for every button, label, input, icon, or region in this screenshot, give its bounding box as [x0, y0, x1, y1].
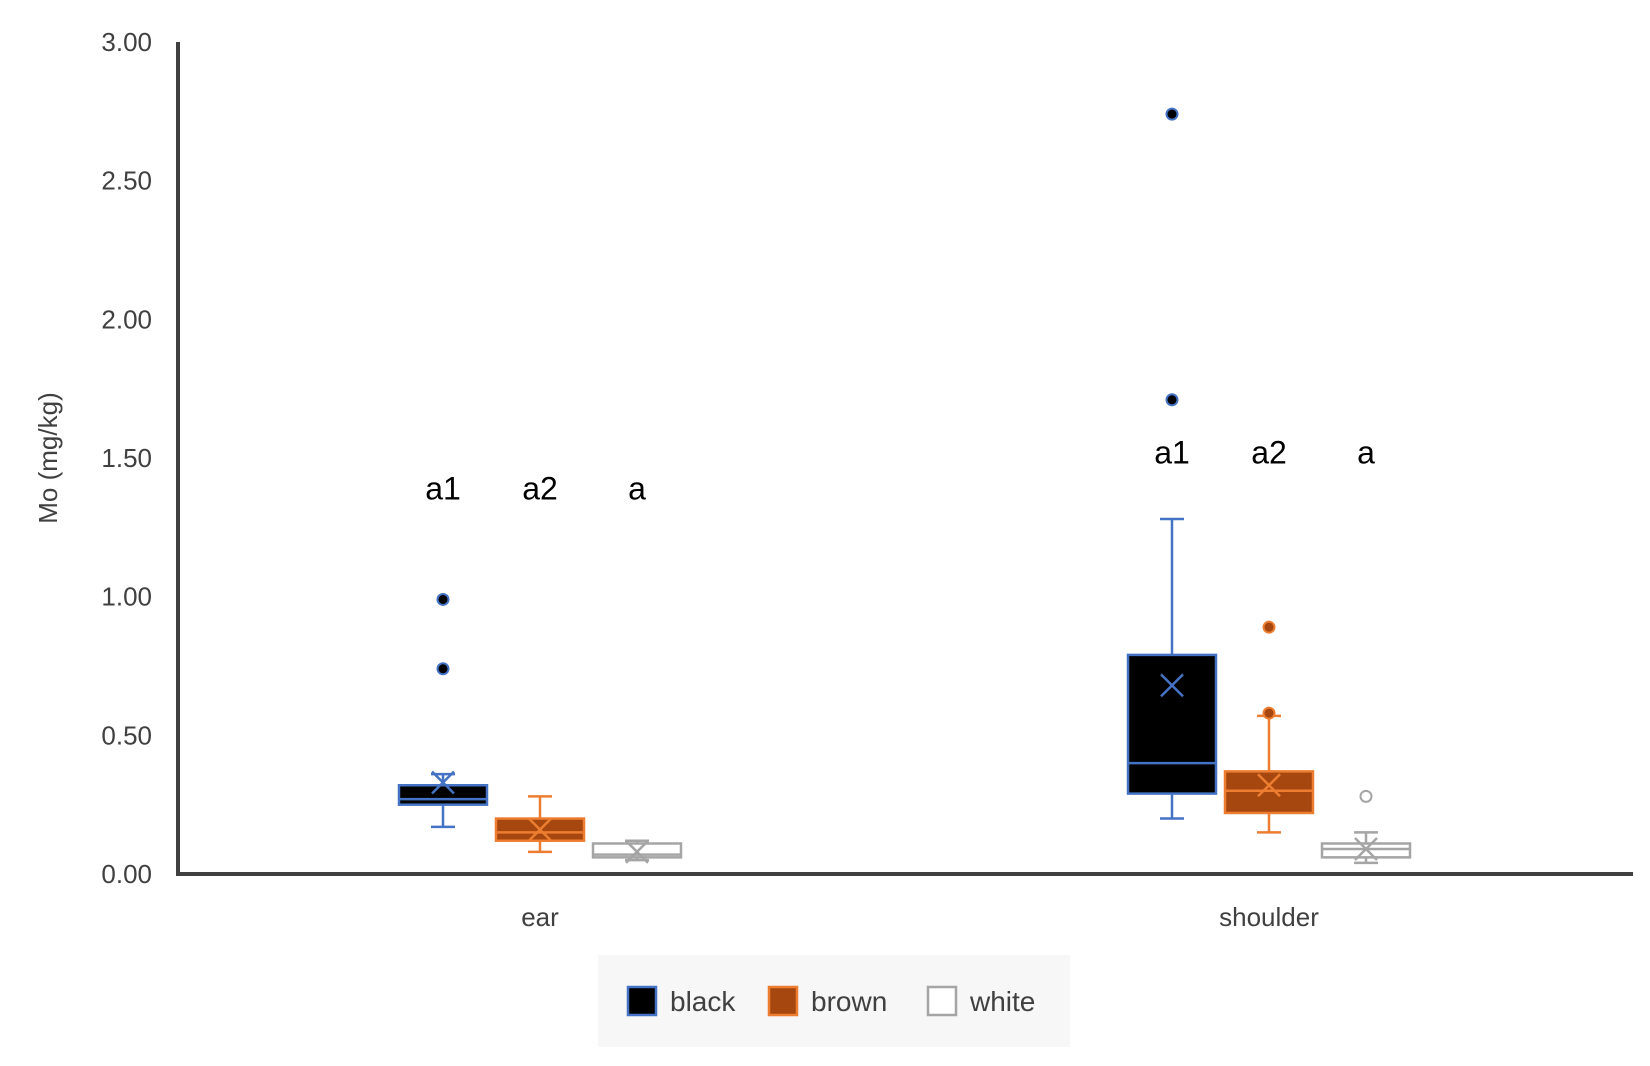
x-category-label: ear	[521, 902, 559, 932]
significance-label: a1	[1154, 435, 1190, 471]
outlier-point	[436, 662, 450, 676]
y-tick-label: 1.50	[101, 443, 152, 473]
legend-label: white	[969, 986, 1035, 1017]
y-tick-label: 2.00	[101, 304, 152, 334]
y-tick-label: 2.50	[101, 166, 152, 196]
legend-background	[598, 955, 1070, 1047]
legend-label: brown	[811, 986, 887, 1017]
box-black-ear	[397, 592, 489, 829]
box-white-ear	[591, 839, 683, 864]
significance-label: a2	[1251, 435, 1287, 471]
box-white-shoulder	[1320, 789, 1412, 865]
mean-marker	[1354, 837, 1378, 861]
mean-marker	[528, 817, 552, 842]
annotations-layer: a1 a2 a a1 a2 a	[425, 435, 1375, 507]
x-axis-categories: ear shoulder	[521, 902, 1319, 932]
outlier-point	[1359, 789, 1373, 803]
mean-marker	[1160, 673, 1184, 698]
legend-label: black	[670, 986, 736, 1017]
box-brown-ear	[494, 795, 586, 854]
outlier-point	[436, 592, 450, 606]
significance-label: a2	[522, 471, 558, 507]
mean-marker	[1257, 773, 1281, 798]
y-tick-label: 3.00	[101, 27, 152, 57]
iqr-box	[397, 784, 489, 806]
y-tick-label: 1.00	[101, 582, 152, 612]
significance-label: a	[628, 471, 646, 507]
outlier-point	[1165, 107, 1179, 121]
legend-item-white: white	[926, 985, 1035, 1017]
boxes-layer	[397, 107, 1412, 865]
box-brown-shoulder	[1223, 620, 1315, 834]
legend-item-black: black	[626, 985, 736, 1017]
legend-swatch	[926, 985, 958, 1017]
y-axis-ticks: 0.00 0.50 1.00 1.50 2.00 2.50 3.00	[101, 27, 152, 889]
significance-label: a1	[425, 471, 461, 507]
y-tick-label: 0.00	[101, 859, 152, 889]
y-tick-label: 0.50	[101, 720, 152, 750]
outlier-point	[1165, 393, 1179, 407]
legend-swatch	[767, 985, 799, 1017]
legend: black brown white	[626, 985, 1035, 1017]
box-black-shoulder	[1126, 107, 1218, 820]
iqr-box	[1223, 770, 1315, 815]
y-axis-title: Mo (mg/kg)	[33, 392, 63, 523]
significance-label: a	[1357, 435, 1375, 471]
legend-item-brown: brown	[767, 985, 887, 1017]
outlier-point	[1262, 620, 1276, 634]
mean-marker	[431, 770, 455, 795]
x-category-label: shoulder	[1219, 902, 1319, 932]
legend-swatch	[626, 985, 658, 1017]
iqr-box	[1126, 653, 1218, 795]
outlier-point	[1262, 706, 1276, 720]
mean-marker	[625, 839, 649, 864]
